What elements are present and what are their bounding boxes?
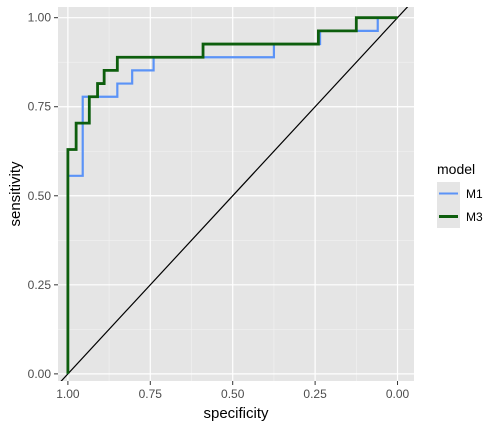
series-line-m3 xyxy=(66,16,398,374)
legend-title: model xyxy=(437,161,475,177)
legend-label-m3: M3 xyxy=(466,210,483,224)
y-tick-label: 1.00 xyxy=(28,11,52,25)
y-axis-title: sensitivity xyxy=(7,161,24,227)
x-axis-title: specificity xyxy=(203,405,269,422)
plot-panel xyxy=(58,7,414,381)
x-tick-label: 0.75 xyxy=(139,387,163,401)
x-tick-label: 1.00 xyxy=(56,387,80,401)
y-tick-label: 0.25 xyxy=(28,278,52,292)
y-tick-label: 0.00 xyxy=(28,367,52,381)
reference-diagonal-line xyxy=(60,7,409,381)
y-tick-label: 0.75 xyxy=(28,100,52,114)
x-tick-label: 0.50 xyxy=(221,387,245,401)
grid-lines xyxy=(58,7,414,381)
legend: model M1 M3 xyxy=(437,161,483,228)
legend-label-m1: M1 xyxy=(466,187,483,201)
axes: 1.00 0.75 0.50 0.25 0.00 0.00 0.25 0.50 0.75 1.00 xyxy=(28,11,410,401)
y-tick-label: 0.50 xyxy=(28,189,52,203)
series-lines xyxy=(60,7,409,381)
x-tick-label: 0.00 xyxy=(386,387,410,401)
x-tick-label: 0.25 xyxy=(303,387,327,401)
